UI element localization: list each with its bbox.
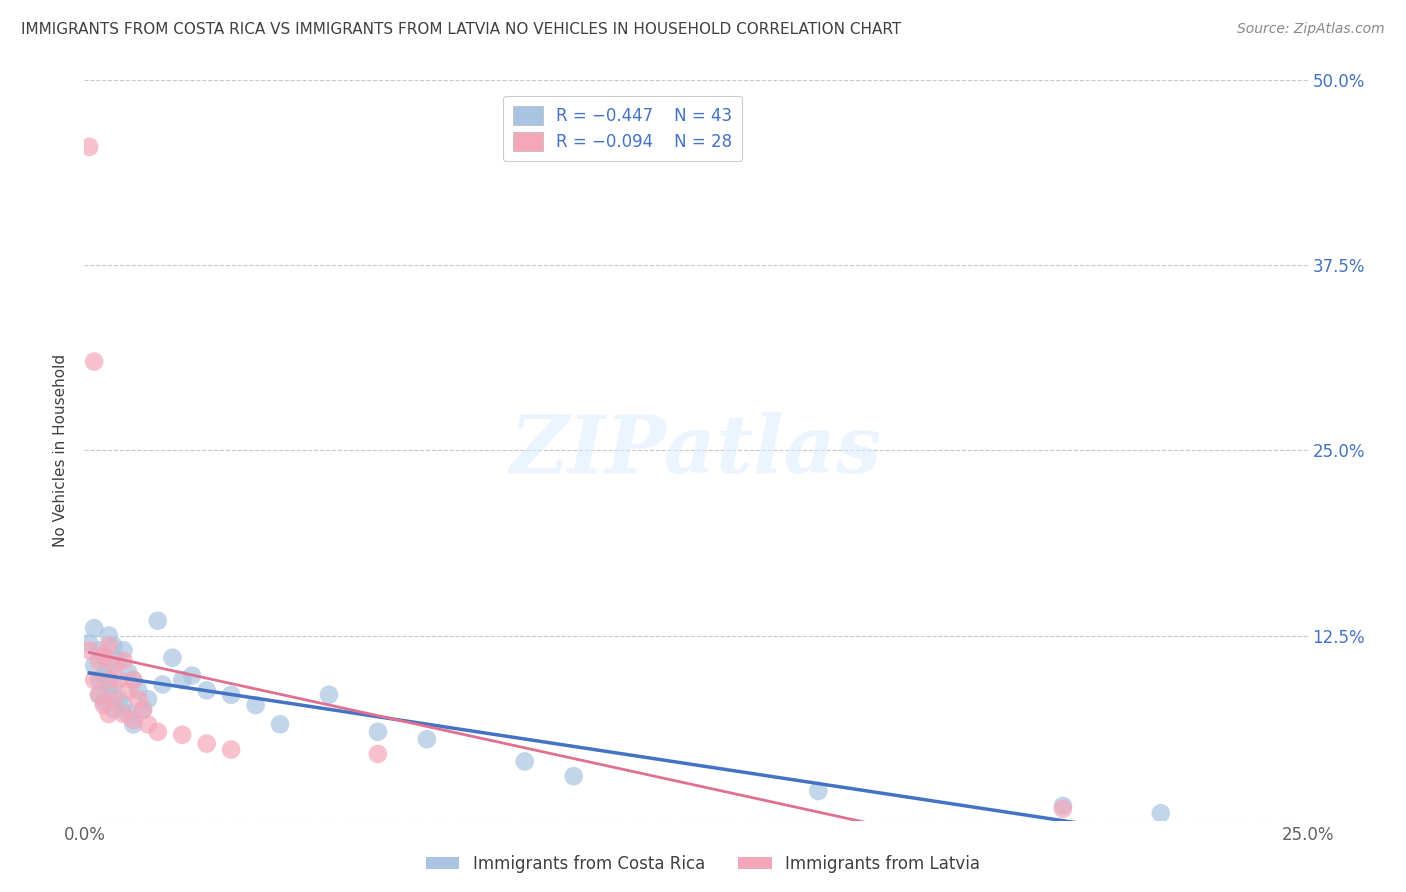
- Point: [93, 650, 115, 665]
- Point: [77, 140, 100, 154]
- Point: [103, 658, 125, 673]
- Text: ZIPatlas: ZIPatlas: [510, 412, 882, 489]
- Point: [93, 668, 115, 682]
- Point: [77, 636, 100, 650]
- Point: [117, 683, 139, 698]
- Point: [172, 728, 194, 742]
- Point: [97, 665, 120, 680]
- Point: [219, 688, 242, 702]
- Point: [87, 654, 110, 668]
- Point: [416, 732, 439, 747]
- Point: [97, 639, 120, 653]
- Point: [97, 673, 120, 687]
- Point: [122, 673, 145, 687]
- Point: [97, 683, 120, 698]
- Point: [195, 683, 218, 698]
- Point: [219, 742, 242, 756]
- Point: [807, 784, 830, 798]
- Point: [132, 703, 155, 717]
- Point: [93, 698, 115, 713]
- Text: IMMIGRANTS FROM COSTA RICA VS IMMIGRANTS FROM LATVIA NO VEHICLES IN HOUSEHOLD CO: IMMIGRANTS FROM COSTA RICA VS IMMIGRANTS…: [21, 22, 901, 37]
- Point: [103, 692, 125, 706]
- Point: [146, 614, 169, 628]
- Point: [122, 713, 145, 727]
- Point: [245, 698, 267, 713]
- Point: [97, 706, 120, 721]
- Point: [83, 354, 105, 368]
- Point: [83, 621, 105, 635]
- Point: [112, 706, 135, 721]
- Point: [152, 677, 174, 691]
- Point: [122, 673, 145, 687]
- Point: [1052, 802, 1074, 816]
- Point: [117, 665, 139, 680]
- Point: [367, 724, 389, 739]
- Point: [195, 737, 218, 751]
- Point: [77, 643, 100, 657]
- Point: [1052, 798, 1074, 813]
- Y-axis label: No Vehicles in Household: No Vehicles in Household: [53, 354, 69, 547]
- Point: [172, 673, 194, 687]
- Point: [562, 769, 585, 783]
- Point: [107, 654, 129, 668]
- Legend: R = −0.447    N = 43, R = −0.094    N = 28: R = −0.447 N = 43, R = −0.094 N = 28: [503, 96, 742, 161]
- Point: [318, 688, 340, 702]
- Point: [136, 717, 159, 731]
- Point: [87, 688, 110, 702]
- Point: [93, 695, 115, 709]
- Point: [87, 688, 110, 702]
- Point: [1150, 806, 1173, 821]
- Text: Source: ZipAtlas.com: Source: ZipAtlas.com: [1237, 22, 1385, 37]
- Point: [127, 692, 149, 706]
- Point: [162, 650, 184, 665]
- Point: [112, 698, 135, 713]
- Point: [83, 673, 105, 687]
- Point: [367, 747, 389, 761]
- Point: [87, 643, 110, 657]
- Point: [127, 683, 149, 698]
- Point: [103, 703, 125, 717]
- Point: [146, 724, 169, 739]
- Point: [112, 654, 135, 668]
- Point: [117, 706, 139, 721]
- Point: [97, 628, 120, 642]
- Legend: Immigrants from Costa Rica, Immigrants from Latvia: Immigrants from Costa Rica, Immigrants f…: [419, 848, 987, 880]
- Point: [103, 677, 125, 691]
- Point: [107, 692, 129, 706]
- Point: [87, 673, 110, 687]
- Point: [136, 692, 159, 706]
- Point: [107, 673, 129, 687]
- Point: [103, 639, 125, 653]
- Point: [269, 717, 291, 731]
- Point: [83, 658, 105, 673]
- Point: [132, 703, 155, 717]
- Point: [112, 643, 135, 657]
- Point: [122, 717, 145, 731]
- Point: [93, 648, 115, 662]
- Point: [513, 755, 536, 769]
- Point: [181, 668, 204, 682]
